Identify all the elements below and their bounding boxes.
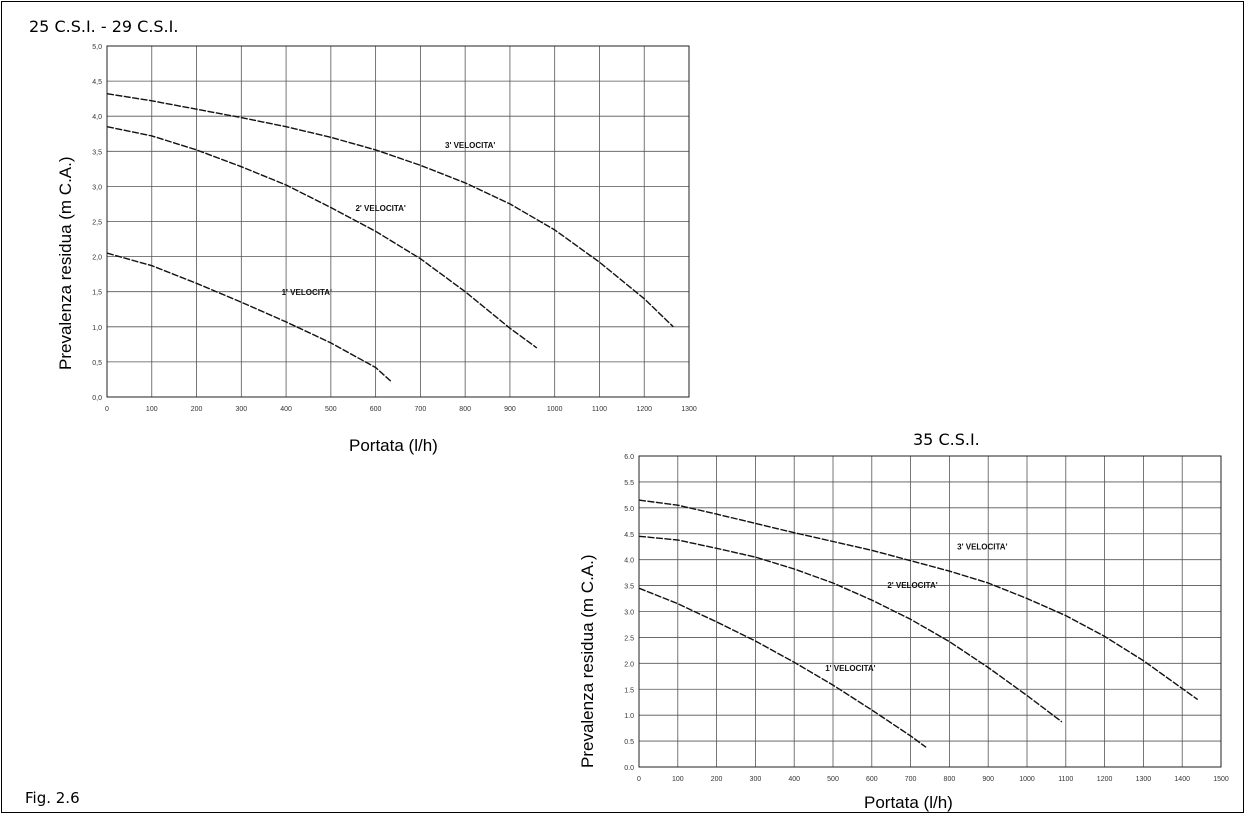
chart1-series-1-label: 1' VELOCITA': [282, 288, 332, 297]
chart2-y-tick-label: 0.5: [624, 739, 634, 746]
chart1-y-tick-label: 3,5: [92, 149, 102, 156]
chart2-x-tick-label: 500: [827, 776, 839, 783]
chart2-x-tick-label: 200: [711, 776, 723, 783]
chart2-x-tick-label: 1100: [1058, 776, 1073, 783]
chart1-x-tick-label: 1100: [592, 406, 607, 413]
chart2-x-tick-label: 900: [982, 776, 994, 783]
chart1-y-tick-label: 1,0: [92, 325, 102, 332]
chart2-y-tick-label: 2.5: [624, 635, 634, 642]
chart1-series-1-line: [106, 252, 392, 383]
chart2-y-tick-label: 2.0: [624, 661, 634, 668]
chart1-x-tick-label: 1200: [636, 406, 652, 413]
chart2-x-tick-label: 100: [672, 776, 684, 783]
chart1-x-tick-label: 100: [146, 406, 158, 413]
chart2-series-2-line: [638, 535, 1063, 723]
chart1-x-tick-label: 400: [280, 406, 292, 413]
chart1-x-tick-label: 500: [325, 406, 337, 413]
chart1-y-tick-label: 0,5: [92, 360, 102, 367]
chart2-series-3-line: [638, 499, 1199, 701]
chart2-y-tick-label: 1.5: [624, 687, 634, 694]
chart2-x-tick-label: 1300: [1136, 776, 1152, 783]
chart2-x-tick-label: 300: [750, 776, 762, 783]
chart2-series-3-label: 3' VELOCITA': [957, 542, 1007, 551]
chart1-x-tick-label: 600: [370, 406, 382, 413]
chart2-y-tick-label: 5.0: [624, 506, 634, 513]
chart1-x-tick-label: 0: [105, 406, 109, 413]
chart1-y-tick-label: 4,0: [92, 114, 102, 121]
chart1-xlabel: Portata (l/h): [349, 436, 438, 455]
chart1-series-2-line: [106, 126, 538, 349]
chart1-y-tick-label: 2,0: [92, 255, 102, 262]
chart2-y-tick-label: 6.0: [624, 454, 634, 461]
chart1-ylabel: Prevalenza residua (m C.A.): [56, 156, 75, 370]
chart1-x-tick-label: 1300: [681, 406, 697, 413]
chart1-y-tick-label: 3,0: [92, 184, 102, 191]
chart1-plot: 0 100 200 300 400 500 600 700 800 900 1000 1100 1200…: [92, 44, 697, 413]
chart1-x-tick-label: 900: [504, 406, 516, 413]
chart1-y-tick-label: 0,0: [92, 395, 102, 402]
chart2-y-tick-label: 3.5: [624, 584, 634, 591]
chart1-y-tick-label: 4,5: [92, 79, 102, 86]
chart2-x-tick-label: 600: [866, 776, 878, 783]
chart2-y-tick-label: 3.0: [624, 610, 634, 617]
chart2-plot-frame: [638, 455, 1222, 768]
chart2-ylabel: Prevalenza residua (m C.A.): [578, 554, 597, 768]
chart2-x-tick-label: 700: [905, 776, 917, 783]
chart2-title: 35 C.S.I.: [913, 430, 980, 449]
chart2-y-tick-label: 4.0: [624, 558, 634, 565]
chart2-x-tick-label: 800: [944, 776, 956, 783]
chart1-x-tick-label: 200: [191, 406, 203, 413]
chart1-title: 25 C.S.I. - 29 C.S.I.: [29, 17, 179, 36]
chart1-plot-frame: [106, 45, 690, 398]
chart2-y-tick-label: 0.0: [624, 765, 634, 772]
chart1-y-tick-label: 1,5: [92, 290, 102, 297]
chart2-x-tick-label: 1000: [1019, 776, 1035, 783]
chart1-series-2-label: 2' VELOCITA': [355, 204, 405, 213]
chart1-x-tick-label: 1000: [547, 406, 563, 413]
chart1-x-tick-label: 800: [459, 406, 471, 413]
chart1-x-tick-label: 700: [415, 406, 427, 413]
chart1-y-tick-label: 5,0: [92, 44, 102, 51]
chart2-plot: 0 100 200 300 400 500 600 700 800 900 1000 1100 1200…: [624, 454, 1229, 783]
chart1-series-3-line: [106, 93, 674, 328]
chart2-y-tick-label: 5.5: [624, 480, 634, 487]
chart2-series-2-label: 2' VELOCITA': [887, 581, 937, 590]
chart2-y-tick-label: 1.0: [624, 713, 634, 720]
chart2-x-tick-label: 0: [637, 776, 641, 783]
chart2-x-tick-label: 1500: [1213, 776, 1229, 783]
chart2-xlabel: Portata (l/h): [864, 793, 953, 812]
chart1-y-tick-label: 2,5: [92, 220, 102, 227]
chart2-y-tick-label: 4.5: [624, 532, 634, 539]
chart2-series-1-line: [638, 587, 927, 748]
chart1-series-3-label: 3' VELOCITA': [445, 141, 495, 150]
chart2-x-tick-label: 400: [788, 776, 800, 783]
chart1-x-tick-label: 300: [235, 406, 247, 413]
chart2-series-1-label: 1' VELOCITA': [825, 664, 875, 673]
figure-caption: Fig. 2.6: [25, 789, 80, 807]
chart2-x-tick-label: 1400: [1174, 776, 1190, 783]
chart2-x-tick-label: 1200: [1097, 776, 1113, 783]
